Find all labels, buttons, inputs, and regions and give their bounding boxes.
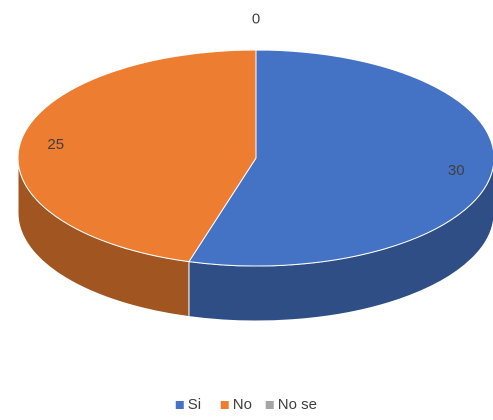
legend-swatch: [175, 401, 184, 409]
legend: Si No No se: [175, 396, 317, 413]
pie: [17, 49, 493, 322]
pie-slice: [188, 49, 493, 267]
legend-label: Si: [188, 396, 201, 413]
data-label: 0: [252, 11, 260, 28]
data-labels: 30 25 0: [47, 11, 464, 179]
legend-swatch: [220, 401, 229, 409]
legend-label: No: [233, 396, 252, 413]
data-label: 25: [47, 136, 64, 153]
legend-label: No se: [278, 396, 317, 413]
data-label: 30: [448, 162, 465, 179]
pie-slice: [17, 49, 257, 263]
legend-swatch: [265, 401, 274, 409]
